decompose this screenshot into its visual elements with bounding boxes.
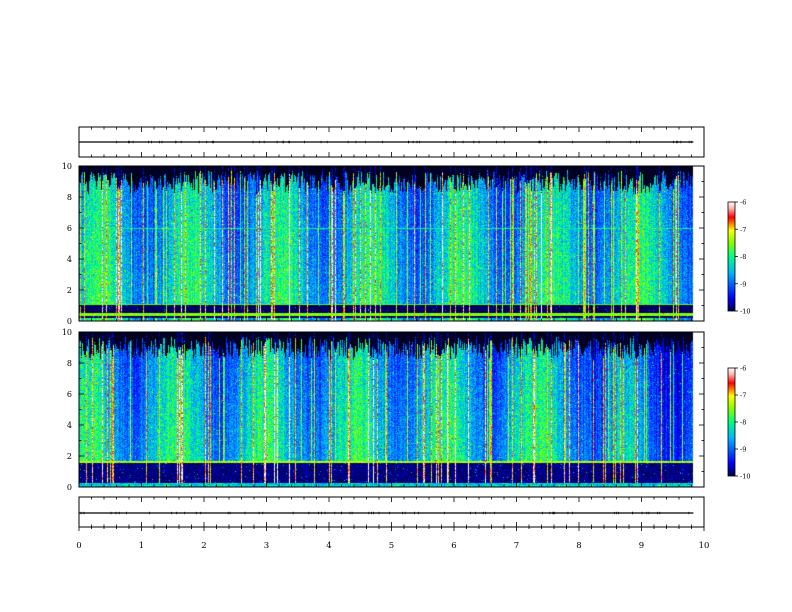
ch3-waveform-panel	[78, 496, 705, 531]
ch1-waveform-panel	[78, 126, 705, 158]
colorbar-tick-label: -7	[740, 226, 746, 234]
freq-tick-label: 4	[67, 421, 72, 430]
freq-tick-label: 0	[67, 317, 72, 326]
ch1-waveform-ticks	[78, 127, 705, 157]
freq-tick-label: 2	[67, 452, 72, 461]
ch2-frequency-ticks: 0 2 4 6 8 10	[62, 328, 704, 492]
ch1-spectrogram-time-ticks	[78, 166, 705, 321]
colorbar-tick-label: -8	[740, 419, 746, 427]
ch2-spectrogram-image	[79, 332, 704, 487]
freq-tick-label: 6	[67, 224, 72, 233]
ch2-spectrogram-panel: 0 2 4 6 8 10	[62, 328, 705, 492]
freq-tick-label: 6	[67, 390, 72, 399]
time-tick-label: 4	[326, 541, 331, 551]
time-tick-label: 1	[139, 541, 144, 551]
time-tick-label: 5	[389, 541, 394, 551]
time-tick-label: 8	[576, 541, 581, 551]
ch2-spectrogram-time-ticks	[78, 332, 705, 487]
freq-tick-label: 2	[67, 286, 72, 295]
time-tick-label: 0	[76, 541, 81, 551]
freq-tick-label: 0	[67, 483, 72, 492]
colorbar-tick-label: -8	[740, 253, 746, 261]
ch2-colorbar: -6 -7 -8 -9 -10	[727, 365, 750, 481]
colorbar-tick-label: -6	[740, 199, 746, 207]
ch2-colorbar-bar	[727, 367, 736, 477]
time-axis-tick-labels: 0 1 2 3 4 5 6 7 8 9 10	[76, 541, 709, 551]
ch2-colorbar-ticks: -6 -7 -8 -9 -10	[735, 365, 750, 481]
freq-tick-label: 8	[67, 193, 72, 202]
freq-tick-label: 10	[62, 162, 72, 171]
colorbar-tick-label: -10	[740, 473, 750, 481]
ch1-spectrogram-image	[79, 166, 704, 321]
time-tick-label: 3	[264, 541, 269, 551]
ch1-colorbar-ticks: -6 -7 -8 -9 -10	[735, 199, 750, 316]
ch3-waveform-ticks	[78, 497, 705, 531]
colorbar-tick-label: -7	[740, 392, 746, 400]
time-tick-label: 9	[639, 541, 644, 551]
ch1-colorbar: -6 -7 -8 -9 -10	[727, 199, 750, 316]
freq-tick-label: 4	[67, 255, 72, 264]
time-tick-label: 7	[514, 541, 519, 551]
time-tick-label: 10	[699, 541, 710, 551]
ch1-spectrogram-panel: 0 2 4 6 8 10	[62, 162, 705, 326]
colorbar-tick-label: -6	[740, 365, 746, 373]
ch1-frequency-ticks: 0 2 4 6 8 10	[62, 162, 704, 326]
ch1-colorbar-bar	[727, 201, 736, 312]
freq-tick-label: 8	[67, 359, 72, 368]
colorbar-tick-label: -9	[740, 446, 746, 454]
colorbar-tick-label: -10	[740, 308, 750, 316]
time-tick-label: 2	[201, 541, 206, 551]
colorbar-tick-label: -9	[740, 280, 746, 288]
freq-tick-label: 10	[62, 328, 72, 337]
time-tick-label: 6	[451, 541, 456, 551]
